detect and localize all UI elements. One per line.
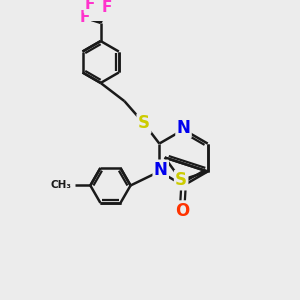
Text: F: F	[79, 11, 90, 26]
Text: S: S	[175, 171, 187, 189]
Text: F: F	[102, 0, 112, 15]
Text: O: O	[175, 202, 189, 220]
Text: N: N	[154, 161, 168, 179]
Text: S: S	[138, 115, 150, 133]
Text: N: N	[177, 119, 190, 137]
Text: F: F	[85, 0, 95, 12]
Text: CH₃: CH₃	[51, 181, 72, 190]
Text: S: S	[138, 115, 150, 133]
